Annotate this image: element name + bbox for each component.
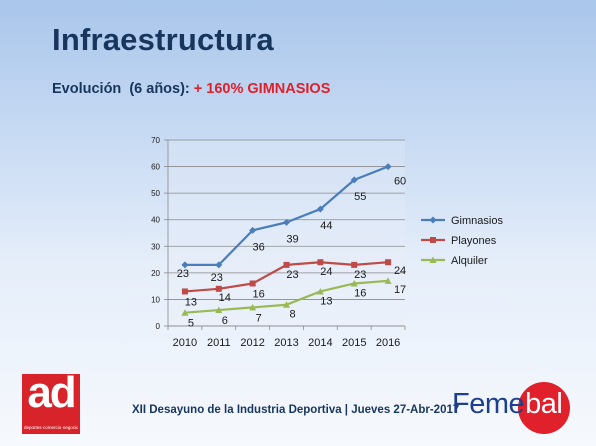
data-point (249, 226, 257, 234)
data-label: 23 (211, 272, 223, 284)
x-tick-label: 2016 (376, 337, 400, 349)
data-label: 23 (286, 269, 298, 281)
y-tick-label: 20 (151, 269, 160, 278)
y-tick-label: 50 (151, 189, 160, 198)
subtitle-prefix: Evolución (6 años): (52, 81, 194, 97)
data-point (249, 303, 257, 311)
data-label: 23 (177, 268, 189, 280)
data-label: 6 (222, 315, 228, 327)
data-label: 16 (253, 288, 265, 300)
data-point (283, 261, 290, 268)
data-point (181, 309, 189, 316)
data-label: 24 (394, 265, 406, 277)
data-label: 39 (286, 233, 298, 245)
slide-title: Infraestructura (52, 22, 274, 57)
data-point (249, 280, 256, 287)
data-point (215, 261, 223, 269)
legend-marker (430, 237, 436, 243)
femebal-logo-part1: Feme (452, 388, 525, 420)
y-tick-label: 40 (151, 216, 160, 225)
data-label: 17 (394, 284, 406, 296)
data-point (317, 259, 324, 266)
x-tick-label: 2011 (207, 337, 231, 349)
y-tick-label: 30 (151, 242, 160, 251)
ad-logo: ad deportes·comercio·negocios (22, 368, 80, 434)
legend-entry: Playones (451, 235, 497, 247)
data-label: 7 (256, 312, 262, 324)
data-label: 13 (320, 295, 332, 307)
data-point (350, 279, 358, 287)
femebal-logo-circle (517, 382, 570, 434)
y-tick-label: 70 (151, 136, 160, 145)
data-point (215, 306, 223, 314)
legend-marker (429, 256, 437, 263)
data-label: 60 (394, 176, 406, 188)
ad-logo-tagline: deportes·comercio·negocios (24, 425, 78, 430)
data-point (316, 287, 324, 295)
data-point (385, 259, 392, 266)
y-tick-label: 60 (151, 163, 160, 172)
x-tick-label: 2015 (342, 337, 366, 349)
slide-subtitle: Evolución (6 años): + 160% GIMNASIOS (52, 81, 330, 97)
data-point (181, 261, 189, 269)
data-label: 36 (253, 241, 265, 253)
subtitle-highlight: + 160% GIMNASIOS (193, 81, 331, 97)
data-label: 13 (185, 296, 197, 308)
data-label: 8 (289, 309, 295, 321)
data-point (316, 205, 324, 213)
data-label: 23 (354, 269, 366, 281)
y-tick-label: 0 (156, 322, 161, 331)
plot-area (168, 140, 405, 326)
data-label: 24 (320, 266, 332, 278)
data-point (215, 285, 222, 292)
data-point (350, 176, 358, 184)
data-label: 16 (354, 287, 366, 299)
femebal-logo: Feme bal (444, 380, 586, 436)
data-point (351, 261, 358, 268)
legend-marker (429, 216, 437, 224)
data-point (384, 163, 392, 171)
data-point (384, 277, 392, 284)
data-point (283, 301, 290, 308)
data-point (283, 218, 290, 226)
y-tick-label: 10 (151, 295, 160, 304)
x-tick-label: 2010 (173, 337, 197, 349)
data-label: 5 (188, 318, 194, 330)
data-label: 14 (219, 292, 231, 304)
x-tick-label: 2014 (308, 337, 332, 349)
x-tick-label: 2013 (274, 337, 298, 349)
legend-entry: Alquiler (451, 255, 488, 267)
data-label: 44 (320, 220, 332, 232)
legend-entry: Gimnasios (451, 215, 503, 227)
femebal-logo-part2: bal (525, 388, 563, 420)
x-tick-label: 2012 (240, 337, 264, 349)
footer-text: XII Desayuno de la Industria Deportiva |… (132, 404, 460, 416)
data-point (181, 288, 188, 295)
ad-logo-text: ad (27, 368, 76, 417)
data-label: 55 (354, 191, 366, 203)
